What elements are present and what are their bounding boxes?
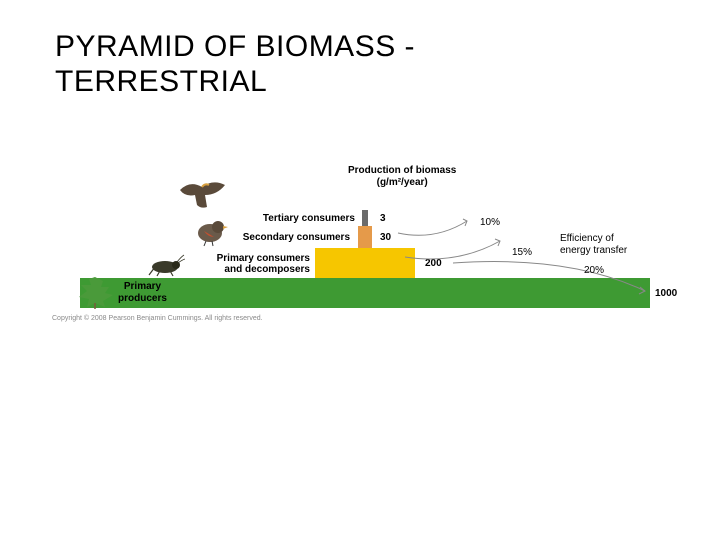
eff-tertiary: 10% bbox=[480, 217, 500, 228]
leaf-icon bbox=[75, 273, 117, 309]
efficiency-header: Efficiency of energy transfer bbox=[560, 233, 627, 257]
secondary-block bbox=[358, 226, 372, 248]
primary-consumers-label: Primary consumers and decomposers bbox=[190, 253, 310, 275]
robin-icon bbox=[190, 215, 230, 247]
tertiary-value: 3 bbox=[380, 213, 386, 224]
unit-header-line1: Production of biomass bbox=[348, 165, 456, 176]
producers-value: 1000 bbox=[655, 288, 677, 299]
tertiary-label: Tertiary consumers bbox=[230, 213, 355, 224]
unit-header: Production of biomass (g/m²/year) bbox=[348, 165, 456, 189]
biomass-pyramid-diagram: Production of biomass (g/m²/year) Effici… bbox=[50, 165, 670, 415]
eff-primary: 20% bbox=[584, 265, 604, 276]
title-line-1: PYRAMID OF BIOMASS - bbox=[55, 30, 415, 63]
cricket-icon bbox=[145, 253, 185, 277]
arrow-primary bbox=[450, 257, 650, 297]
eff-header-line2: energy transfer bbox=[560, 245, 627, 256]
copyright-text: Copyright © 2008 Pearson Benjamin Cummin… bbox=[52, 315, 263, 322]
primary-consumers-block bbox=[315, 248, 415, 278]
title-line-2: TERRESTRIAL bbox=[55, 65, 267, 98]
secondary-label: Secondary consumers bbox=[225, 232, 350, 243]
secondary-value: 30 bbox=[380, 232, 391, 243]
producers-label: Primary producers bbox=[115, 281, 170, 304]
unit-header-line2: (g/m²/year) bbox=[377, 177, 428, 188]
eff-header-line1: Efficiency of bbox=[560, 233, 614, 244]
slide-title: PYRAMID OF BIOMASS - TERRESTRIAL bbox=[55, 30, 415, 99]
tertiary-block bbox=[362, 210, 368, 226]
hawk-icon bbox=[175, 175, 230, 215]
